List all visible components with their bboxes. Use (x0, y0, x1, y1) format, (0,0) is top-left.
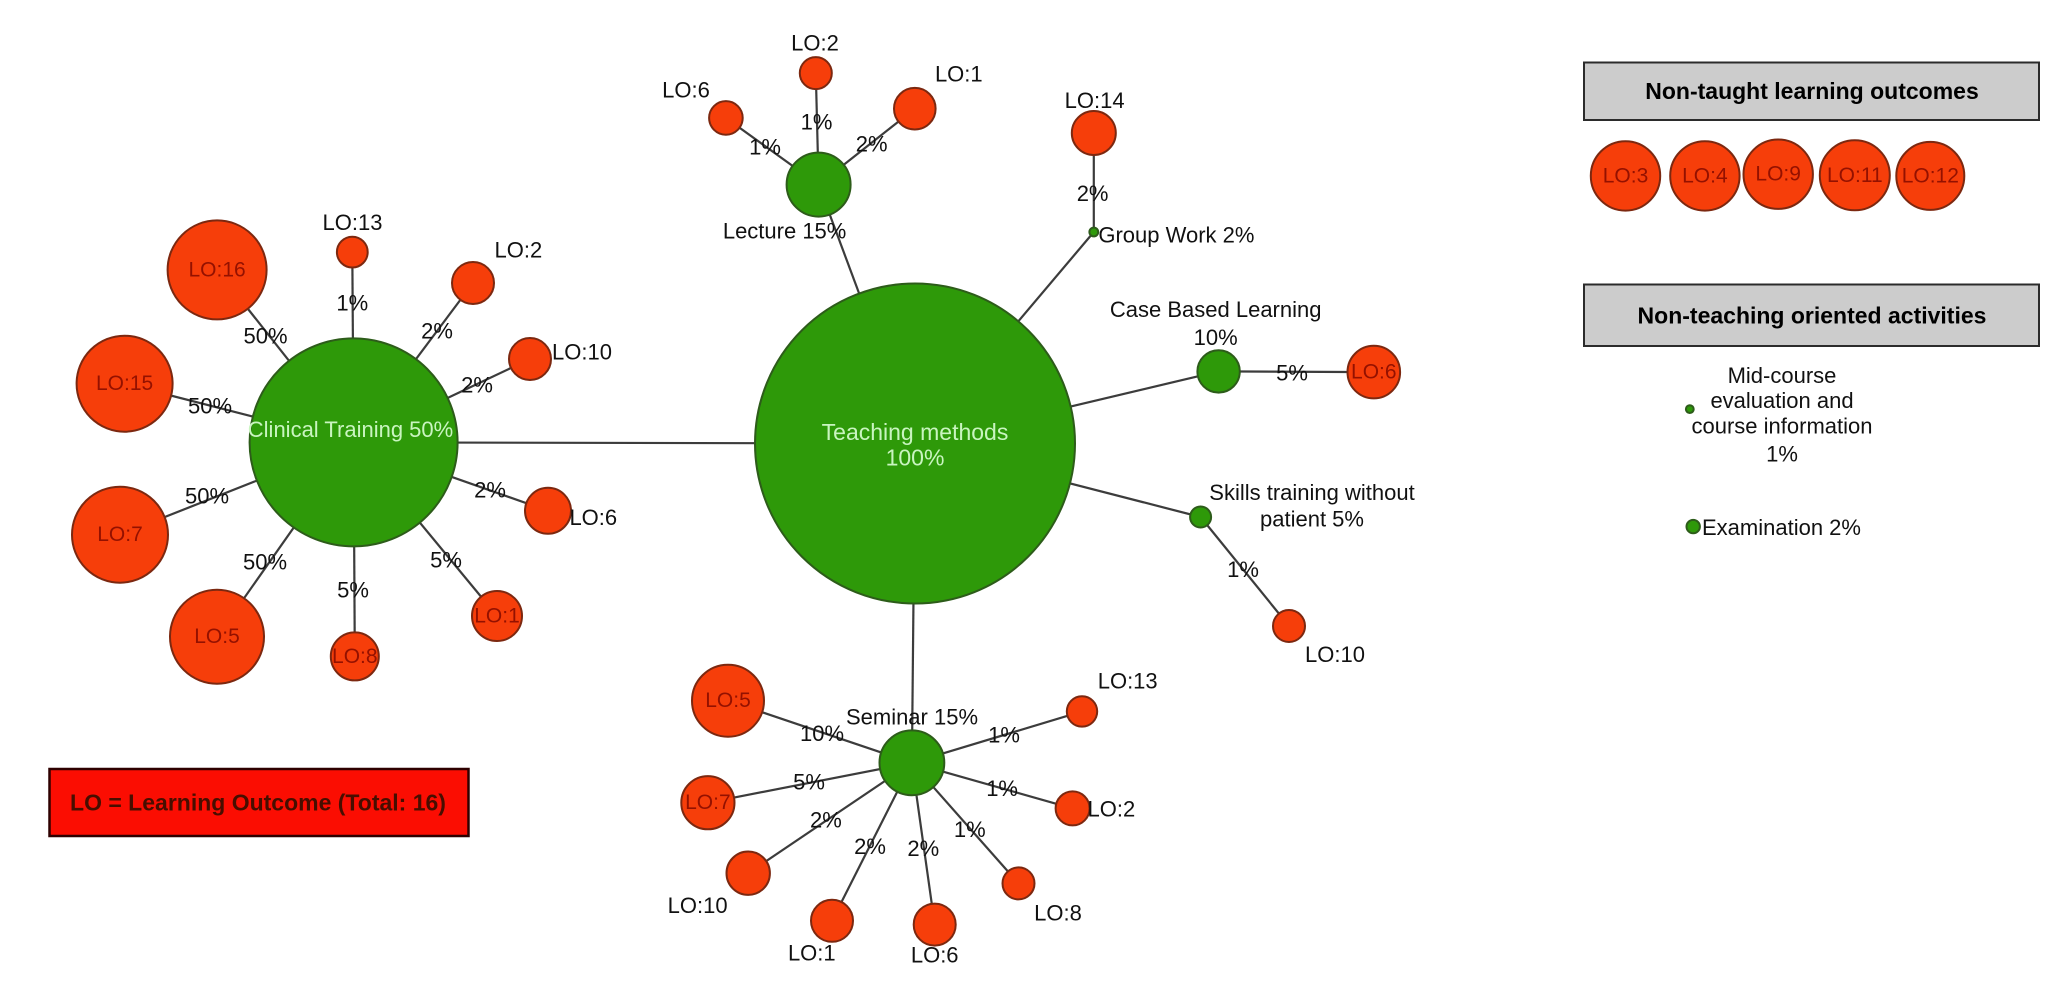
svg-text:LO:1: LO:1 (788, 941, 836, 966)
svg-text:Teaching methods: Teaching methods (822, 419, 1009, 445)
svg-text:Examination 2%: Examination 2% (1702, 515, 1861, 540)
svg-text:Seminar 15%: Seminar 15% (846, 705, 978, 730)
svg-text:Skills training without: Skills training without (1209, 480, 1414, 505)
svg-text:50%: 50% (243, 550, 287, 575)
svg-text:LO:1: LO:1 (935, 62, 983, 87)
svg-text:LO:10: LO:10 (552, 340, 612, 365)
svg-text:LO:2: LO:2 (1088, 797, 1136, 822)
svg-text:LO:14: LO:14 (1065, 88, 1125, 113)
svg-text:LO:8: LO:8 (332, 645, 378, 668)
svg-text:10%: 10% (800, 721, 844, 746)
svg-text:50%: 50% (188, 394, 232, 419)
svg-text:1%: 1% (749, 135, 781, 160)
svg-text:LO:2: LO:2 (495, 238, 543, 263)
svg-text:LO:9: LO:9 (1755, 163, 1801, 186)
svg-text:LO:6: LO:6 (662, 78, 710, 103)
svg-text:LO:13: LO:13 (1098, 668, 1158, 693)
svg-text:1%: 1% (336, 290, 368, 315)
svg-text:2%: 2% (421, 319, 453, 344)
svg-text:LO:1: LO:1 (474, 605, 520, 628)
svg-text:50%: 50% (243, 323, 287, 348)
svg-text:Mid-course: Mid-course (1728, 363, 1837, 388)
svg-text:LO:2: LO:2 (791, 31, 839, 56)
svg-text:evaluation and: evaluation and (1710, 388, 1853, 413)
svg-text:LO:13: LO:13 (323, 210, 383, 235)
svg-text:10%: 10% (1194, 325, 1238, 350)
svg-text:5%: 5% (430, 548, 462, 573)
svg-text:LO:10: LO:10 (1305, 642, 1365, 667)
svg-text:LO:11: LO:11 (1827, 164, 1883, 187)
svg-text:2%: 2% (474, 478, 506, 503)
svg-text:2%: 2% (907, 836, 939, 861)
svg-text:LO:6: LO:6 (911, 943, 959, 968)
svg-text:LO:16: LO:16 (188, 258, 245, 281)
svg-text:Non-taught learning outcomes: Non-taught learning outcomes (1645, 78, 1979, 104)
svg-text:Clinical Training 50%: Clinical Training 50% (248, 417, 453, 442)
svg-text:LO:5: LO:5 (194, 625, 240, 648)
svg-text:2%: 2% (1077, 181, 1109, 206)
svg-text:1%: 1% (986, 776, 1018, 801)
svg-text:2%: 2% (856, 131, 888, 156)
svg-text:1%: 1% (988, 723, 1020, 748)
svg-text:LO:4: LO:4 (1682, 164, 1728, 187)
svg-text:Non-teaching oriented activiti: Non-teaching oriented activities (1638, 303, 1987, 329)
svg-text:LO:6: LO:6 (1351, 361, 1397, 384)
svg-text:2%: 2% (854, 834, 886, 859)
svg-text:5%: 5% (1276, 361, 1308, 386)
svg-text:LO:6: LO:6 (569, 505, 617, 530)
svg-text:LO:15: LO:15 (96, 372, 153, 395)
svg-text:50%: 50% (185, 484, 229, 509)
svg-text:100%: 100% (886, 445, 945, 471)
svg-text:1%: 1% (954, 817, 986, 842)
svg-text:2%: 2% (810, 807, 842, 832)
svg-text:1%: 1% (1766, 441, 1798, 466)
svg-text:LO:7: LO:7 (685, 791, 731, 814)
svg-text:patient 5%: patient 5% (1260, 507, 1364, 532)
svg-text:5%: 5% (337, 578, 369, 603)
svg-text:course information: course information (1692, 413, 1873, 438)
svg-text:Group Work 2%: Group Work 2% (1098, 222, 1254, 247)
svg-text:LO:7: LO:7 (97, 523, 143, 546)
svg-text:5%: 5% (793, 769, 825, 794)
svg-text:1%: 1% (1227, 557, 1259, 582)
svg-text:Lecture 15%: Lecture 15% (723, 219, 847, 244)
svg-text:LO:3: LO:3 (1603, 164, 1649, 187)
svg-text:LO = Learning Outcome (Total:: LO = Learning Outcome (Total: 16) (70, 790, 446, 816)
svg-text:1%: 1% (801, 110, 833, 135)
svg-text:LO:5: LO:5 (705, 689, 751, 712)
svg-text:LO:10: LO:10 (668, 893, 728, 918)
svg-text:2%: 2% (461, 373, 493, 398)
svg-text:LO:8: LO:8 (1034, 901, 1082, 926)
svg-text:Case Based Learning: Case Based Learning (1110, 297, 1322, 322)
svg-text:LO:12: LO:12 (1902, 164, 1959, 187)
